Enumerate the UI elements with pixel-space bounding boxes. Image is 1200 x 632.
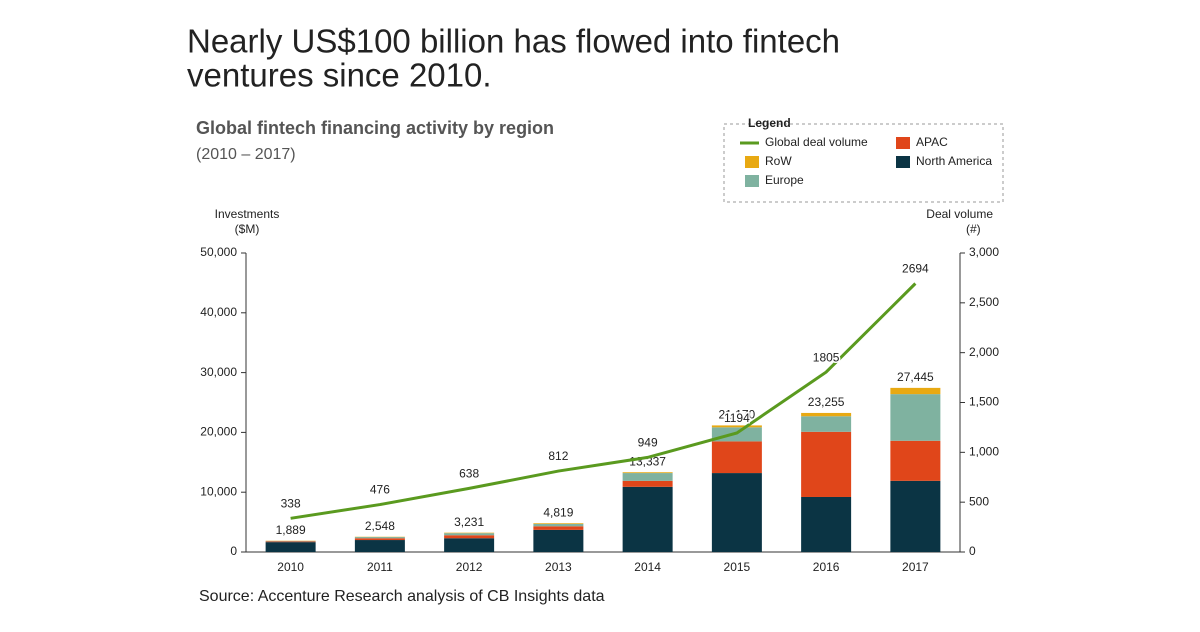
bar-segment: [266, 542, 316, 552]
bar-segment: [623, 472, 673, 473]
total-label: 4,819: [543, 505, 573, 519]
line-label: 812: [548, 449, 568, 463]
bar-segment: [890, 481, 940, 552]
bar-segment: [712, 473, 762, 552]
total-label: 23,255: [808, 395, 845, 409]
x-tick-label: 2011: [367, 560, 393, 574]
y-tick-label: 40,000: [200, 305, 237, 319]
y-tick-label: 10,000: [200, 484, 237, 498]
chart-subtitle: (2010 – 2017): [196, 146, 296, 163]
bar-segment: [533, 523, 583, 524]
total-label: 27,445: [897, 370, 934, 384]
bar-segment: [801, 497, 851, 552]
bar-segment: [623, 487, 673, 552]
x-tick-label: 2015: [724, 560, 751, 574]
line-label: 1194: [724, 411, 750, 425]
bar-segment: [801, 413, 851, 416]
bar-segment: [623, 481, 673, 487]
y2-axis-label: Deal volume: [926, 207, 993, 221]
bar-segment: [890, 441, 940, 481]
bar-segment: [444, 533, 494, 535]
legend-label: Europe: [765, 173, 804, 187]
total-label: 2,548: [365, 519, 395, 533]
x-tick-label: 2010: [277, 560, 304, 574]
chart-title: Global fintech financing activity by reg…: [196, 118, 554, 138]
legend-label: RoW: [765, 154, 792, 168]
x-tick-label: 2012: [456, 560, 483, 574]
bar-segment: [712, 425, 762, 427]
legend-swatch: [896, 137, 910, 149]
legend-label: APAC: [916, 135, 948, 149]
bar-segment: [712, 441, 762, 473]
bar-segment: [801, 432, 851, 497]
legend-swatch: [745, 156, 759, 168]
legend-title: Legend: [748, 116, 791, 130]
bar-segment: [533, 530, 583, 552]
y-tick-label: 20,000: [200, 425, 237, 439]
line-label: 638: [459, 467, 479, 481]
y2-tick-label: 2,500: [969, 295, 999, 309]
y-axis-label: ($M): [235, 222, 260, 236]
bar-segment: [355, 537, 405, 538]
line-label: 949: [638, 436, 658, 450]
y2-tick-label: 1,500: [969, 395, 999, 409]
y2-tick-label: 2,000: [969, 345, 999, 359]
y-axis-label: Investments: [215, 207, 280, 221]
total-label: 3,231: [454, 515, 484, 529]
x-tick-label: 2016: [813, 560, 840, 574]
x-tick-label: 2013: [545, 560, 572, 574]
line-label: 338: [281, 496, 301, 510]
legend-label: North America: [916, 154, 992, 168]
bar-segment: [444, 538, 494, 552]
x-tick-label: 2014: [634, 560, 661, 574]
bar-segment: [533, 524, 583, 526]
y-tick-label: 0: [230, 544, 237, 558]
bar-segment: [444, 535, 494, 538]
legend-label: Global deal volume: [765, 135, 868, 149]
bar-segment: [623, 473, 673, 481]
y-tick-label: 30,000: [200, 365, 237, 379]
bar-segment: [890, 388, 940, 394]
x-tick-label: 2017: [902, 560, 929, 574]
y2-tick-label: 3,000: [969, 245, 999, 259]
y2-tick-label: 500: [969, 494, 989, 508]
bar-segment: [266, 541, 316, 542]
y2-tick-label: 1,000: [969, 445, 999, 459]
y2-axis-label: (#): [966, 222, 981, 236]
bar-segment: [533, 526, 583, 530]
legend-swatch: [896, 156, 910, 168]
y2-tick-label: 0: [969, 544, 976, 558]
total-label: 1,889: [276, 523, 306, 537]
source: Source: Accenture Research analysis of C…: [199, 588, 605, 605]
line-label: 476: [370, 483, 390, 497]
bar-segment: [890, 394, 940, 441]
bar-segment: [801, 416, 851, 432]
headline: Nearly US$100 billion has flowed into fi…: [187, 23, 840, 60]
bar-segment: [355, 538, 405, 540]
line-label: 2694: [902, 262, 929, 276]
line-label: 1805: [813, 350, 840, 364]
y-tick-label: 50,000: [200, 245, 237, 259]
bar-segment: [355, 540, 405, 552]
headline: ventures since 2010.: [187, 57, 492, 94]
legend-swatch: [745, 175, 759, 187]
